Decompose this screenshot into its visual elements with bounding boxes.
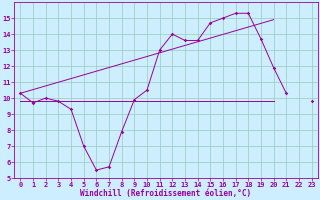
X-axis label: Windchill (Refroidissement éolien,°C): Windchill (Refroidissement éolien,°C) <box>80 189 252 198</box>
